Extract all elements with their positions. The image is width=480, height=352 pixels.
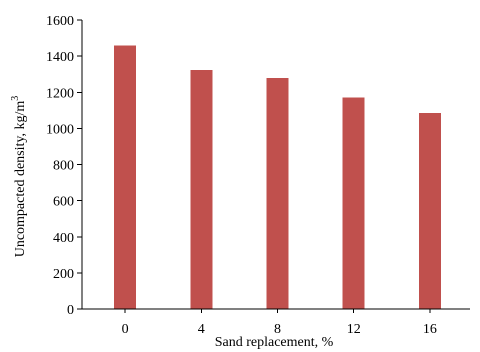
x-tick-label: 16	[423, 322, 437, 337]
y-axis-title: Uncompacted density, kg/m3	[10, 96, 28, 258]
x-tick-label: 4	[198, 322, 205, 337]
bar-12	[342, 97, 365, 310]
y-tick-label: 800	[53, 159, 74, 174]
y-tick-label: 1600	[46, 14, 74, 29]
y-tick-label: 200	[53, 267, 74, 282]
y-tick-label: 400	[53, 231, 74, 246]
x-tick-label: 12	[347, 322, 361, 337]
bar-16	[418, 113, 441, 309]
y-axis-title-main: Uncompacted density, kg/m	[13, 101, 28, 258]
bar-8	[266, 78, 289, 309]
y-axis-title-superscript: 3	[10, 96, 21, 101]
bar-4	[190, 70, 213, 310]
x-tick-label: 8	[274, 322, 281, 337]
x-tick-label: 0	[122, 322, 129, 337]
bar-series	[114, 45, 441, 310]
y-tick-label: 0	[67, 303, 74, 318]
y-tick-label: 600	[53, 195, 74, 210]
x-axis-title: Sand replacement, %	[215, 335, 334, 350]
x-axis-ticks: 0 4 8 12 16	[122, 309, 437, 337]
y-tick-label: 1000	[46, 122, 74, 137]
y-tick-label: 1200	[46, 86, 74, 101]
y-tick-label: 1400	[46, 50, 74, 65]
y-axis-ticks: 0 200 400 600 800 1000 1200 1400 1600	[46, 14, 82, 318]
bar-0	[114, 45, 137, 309]
